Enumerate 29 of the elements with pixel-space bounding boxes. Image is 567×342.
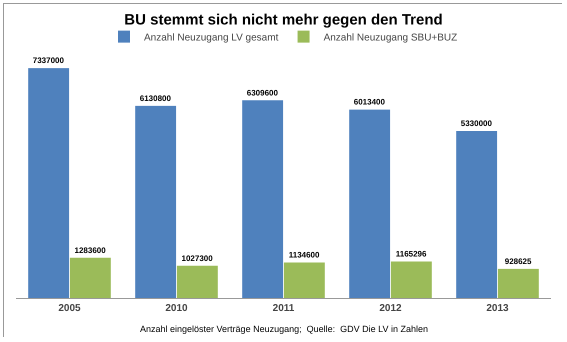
data-label: 1134600 <box>288 250 320 260</box>
x-tick-label: 2005 <box>58 303 82 314</box>
data-label: 6013400 <box>354 98 386 107</box>
data-label: 7337000 <box>32 56 64 66</box>
data-label: 5330000 <box>460 118 492 128</box>
data-label: 1027300 <box>182 254 214 263</box>
bar <box>284 262 325 298</box>
data-label: 1283600 <box>74 246 106 255</box>
bar <box>135 106 176 298</box>
bar <box>28 68 70 298</box>
bar <box>70 258 111 298</box>
chart-title: BU stemmt sich nicht mehr gegen den Trend <box>124 12 443 29</box>
bar <box>349 110 390 298</box>
bar <box>390 261 432 298</box>
text: Anzahl eingelöster Verträge Neuzugang; Quelle: GDV Die LV in Zahlen <box>140 324 428 334</box>
bar <box>242 100 284 298</box>
x-tick-label: 2010 <box>165 303 188 314</box>
data-label: 928625 <box>504 256 532 266</box>
bar <box>456 130 498 298</box>
x-tick-label: 2013 <box>486 303 510 314</box>
x-tick-label: 2011 <box>272 303 295 314</box>
bar <box>176 266 218 298</box>
legend-label: Anzahl Neuzugang SBU+BUZ <box>324 32 458 44</box>
x-tick-label: 2012 <box>379 303 402 314</box>
data-label: 1165296 <box>396 249 427 258</box>
data-label: 6309600 <box>246 88 278 98</box>
bar <box>498 268 539 298</box>
legend-label: Anzahl Neuzugang LV gesamt <box>144 32 279 44</box>
data-label: 6130800 <box>140 94 172 103</box>
